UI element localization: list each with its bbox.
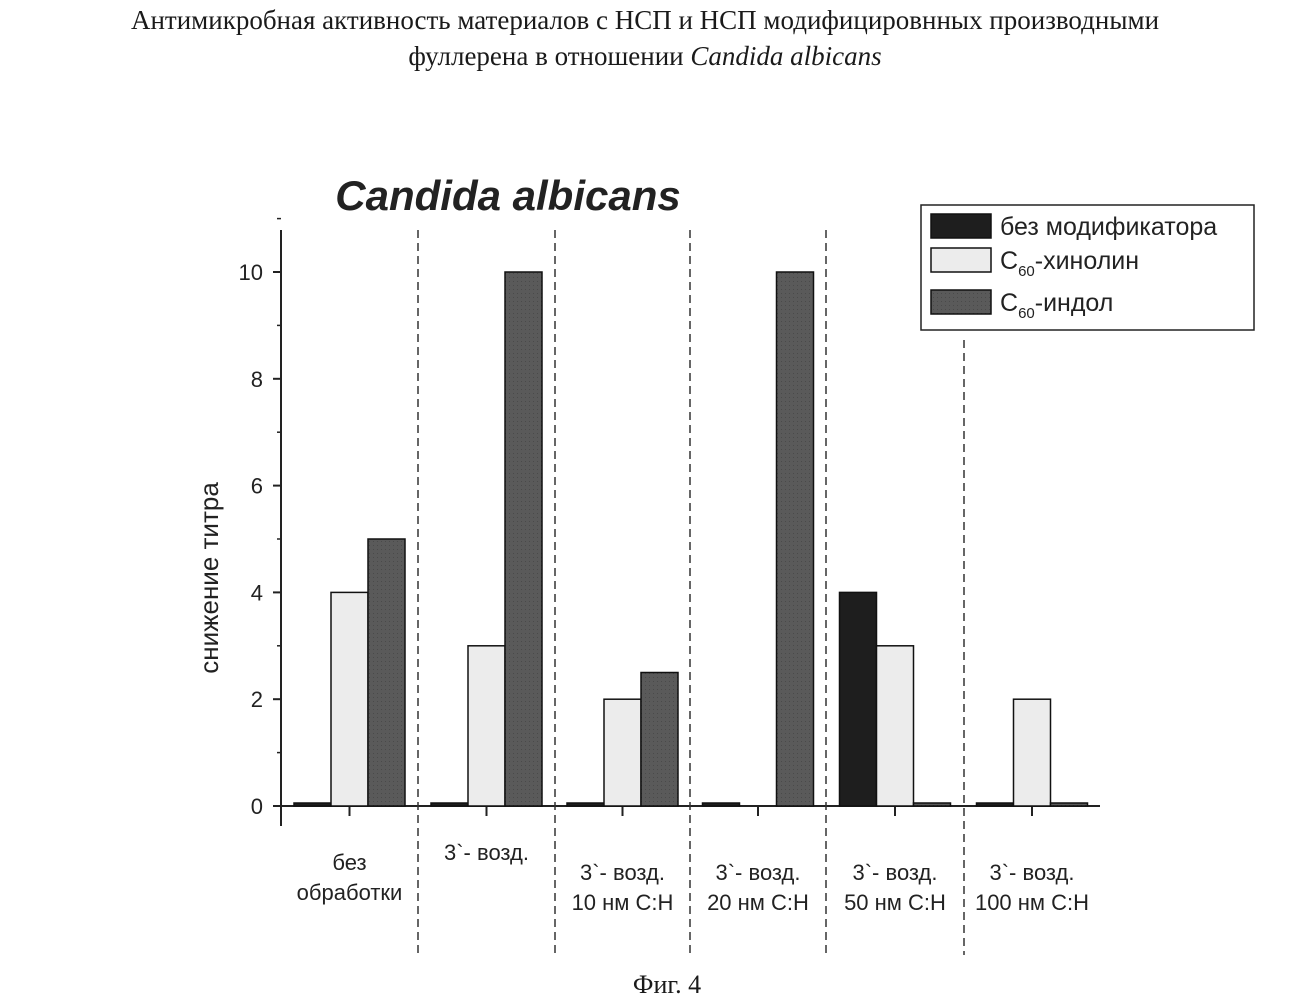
bar [567,803,604,806]
figure-caption: Фиг. 4 [0,970,1290,1000]
bar [877,646,914,806]
legend: без модификатораC60-хинолинC60-индол [921,205,1254,330]
bar [604,699,641,806]
x-tick-label: 3`- возд.10 нм С:Н [572,860,674,915]
bar [1014,699,1051,806]
legend-swatch [931,214,991,238]
bar-texture [1051,803,1088,806]
x-tick-label: 3`- возд. [444,840,529,865]
y-tick-label: 6 [251,474,263,499]
bar-texture [777,272,814,806]
y-tick-label: 10 [239,260,263,285]
y-tick-label: 8 [251,367,263,392]
y-tick-label: 4 [251,580,263,605]
y-axis-label: снижение титра [194,482,224,674]
bar [703,803,740,806]
bar-texture [368,539,405,806]
x-tick-label: 3`- возд.20 нм С:Н [707,860,809,915]
bar [331,592,368,806]
bar [468,646,505,806]
bar [840,592,877,806]
bar-texture [505,272,542,806]
x-tick-label: 3`- возд.50 нм С:Н [844,860,946,915]
y-tick-label: 2 [251,687,263,712]
y-tick-label: 0 [251,794,263,819]
bar-texture [641,673,678,807]
x-tick-label: безобработки [297,850,403,905]
bar-texture [914,803,951,806]
bar [431,803,468,806]
x-tick-label: 3`- возд.100 нм С:Н [975,860,1089,915]
chart-title: Candida albicans [335,172,680,219]
legend-swatch-texture [931,290,991,314]
bar-chart: Candida albicans 0 2 4 6 8 10 безобработки 3`-… [0,0,1290,1006]
legend-label: без модификатора [1000,213,1217,241]
legend-swatch [931,248,991,272]
x-tick-labels: безобработки 3`- возд. 3`- возд.10 нм С:Н 3… [297,840,1089,915]
bar [294,803,331,806]
bar [977,803,1014,806]
